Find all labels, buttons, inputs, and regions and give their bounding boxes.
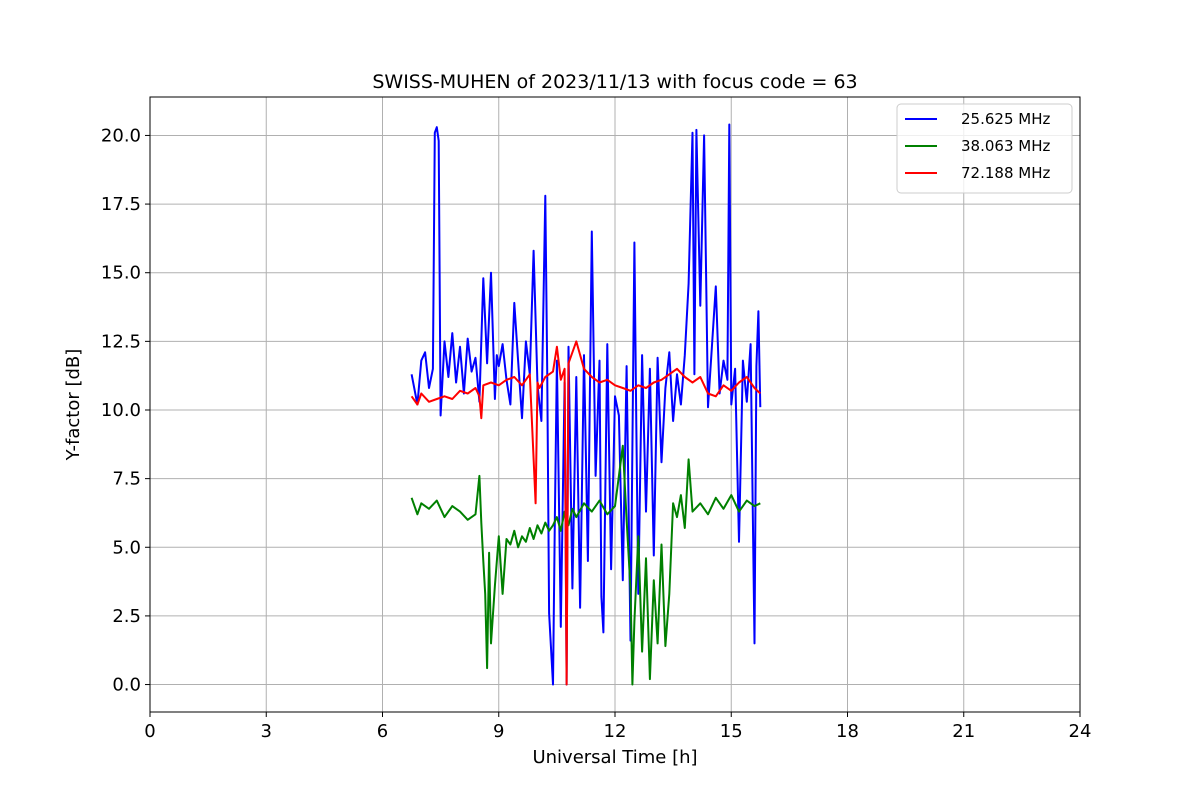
- y-tick-label: 20.0: [101, 125, 141, 146]
- x-tick-label: 24: [1069, 721, 1092, 742]
- x-tick-label: 3: [261, 721, 272, 742]
- x-tick-label: 9: [493, 721, 504, 742]
- x-axis-title: Universal Time [h]: [532, 747, 697, 768]
- x-tick-label: 0: [144, 721, 155, 742]
- legend-box: [896, 103, 1073, 194]
- x-tick-label: 6: [377, 721, 388, 742]
- y-tick-label: 0.0: [112, 675, 141, 696]
- x-tick-label: 18: [836, 721, 859, 742]
- series-layer: [410, 123, 762, 686]
- x-tick-label: 12: [604, 721, 627, 742]
- y-tick-label: 12.5: [101, 331, 141, 352]
- x-tick-label: 15: [720, 721, 743, 742]
- ticks: 0 3 6 9 12 15 18 21 24 0.0 2.5 5.0 7.5 10.0 12.5 15.0 17…: [101, 125, 1092, 742]
- y-tick-label: 15.0: [101, 263, 141, 284]
- y-axis-title: Y-factor [dB]: [63, 349, 84, 462]
- chart-title: SWISS-MUHEN of 2023/11/13 with focus cod…: [372, 71, 857, 93]
- series-line-1: [410, 123, 762, 686]
- legend-label: 38.063 MHz: [961, 137, 1050, 155]
- legend-label: 25.625 MHz: [961, 110, 1050, 128]
- x-tick-label: 21: [952, 721, 975, 742]
- y-tick-label: 7.5: [112, 469, 141, 490]
- y-tick-label: 2.5: [112, 606, 141, 627]
- y-tick-label: 5.0: [112, 537, 141, 558]
- legend-label: 72.188 MHz: [961, 164, 1050, 182]
- y-tick-label: 17.5: [101, 194, 141, 215]
- y-tick-label: 10.0: [101, 400, 141, 421]
- legend: 25.625 MHz 38.063 MHz 72.188 MHz: [896, 103, 1073, 194]
- series-line-3: [410, 340, 761, 686]
